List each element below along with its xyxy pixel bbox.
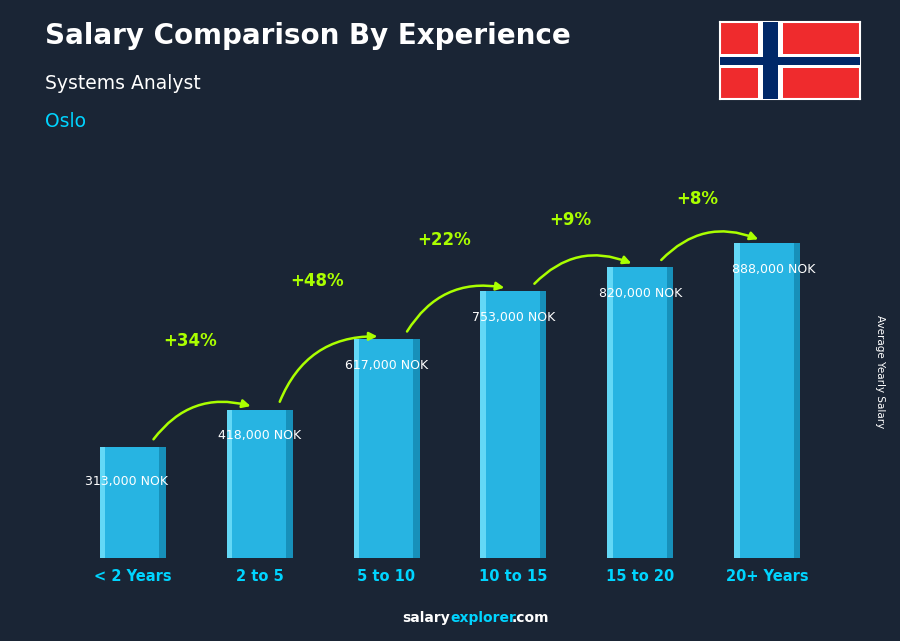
Bar <box>758 22 783 99</box>
Bar <box>794 243 800 558</box>
Text: +48%: +48% <box>290 272 344 290</box>
Text: Salary Comparison By Experience: Salary Comparison By Experience <box>45 22 571 51</box>
Bar <box>227 410 232 558</box>
Bar <box>720 54 859 68</box>
Text: 313,000 NOK: 313,000 NOK <box>85 475 168 488</box>
Bar <box>481 291 546 558</box>
Bar <box>481 291 486 558</box>
Text: salary: salary <box>402 611 450 625</box>
Text: Oslo: Oslo <box>45 112 86 131</box>
Text: +8%: +8% <box>677 190 718 208</box>
Bar <box>608 267 673 558</box>
Text: 888,000 NOK: 888,000 NOK <box>732 263 815 276</box>
Bar <box>734 243 740 558</box>
Text: explorer: explorer <box>450 611 516 625</box>
Bar <box>354 339 359 558</box>
Text: Average Yearly Salary: Average Yearly Salary <box>875 315 886 428</box>
Bar <box>227 410 292 558</box>
Bar <box>540 291 546 558</box>
Text: 753,000 NOK: 753,000 NOK <box>472 310 555 324</box>
Bar <box>720 57 859 65</box>
Text: 418,000 NOK: 418,000 NOK <box>218 429 302 442</box>
Text: +34%: +34% <box>163 331 217 349</box>
Text: Systems Analyst: Systems Analyst <box>45 74 201 93</box>
Bar <box>763 22 778 99</box>
Text: +22%: +22% <box>417 231 471 249</box>
Text: +9%: +9% <box>550 210 591 229</box>
Bar <box>734 243 800 558</box>
Bar <box>608 267 613 558</box>
Bar <box>100 447 105 558</box>
Bar <box>413 339 419 558</box>
Bar <box>667 267 673 558</box>
Bar <box>100 447 166 558</box>
Text: 617,000 NOK: 617,000 NOK <box>345 359 428 372</box>
Text: 820,000 NOK: 820,000 NOK <box>598 287 682 300</box>
Bar <box>354 339 419 558</box>
Text: .com: .com <box>511 611 549 625</box>
Bar <box>159 447 166 558</box>
Bar <box>286 410 292 558</box>
